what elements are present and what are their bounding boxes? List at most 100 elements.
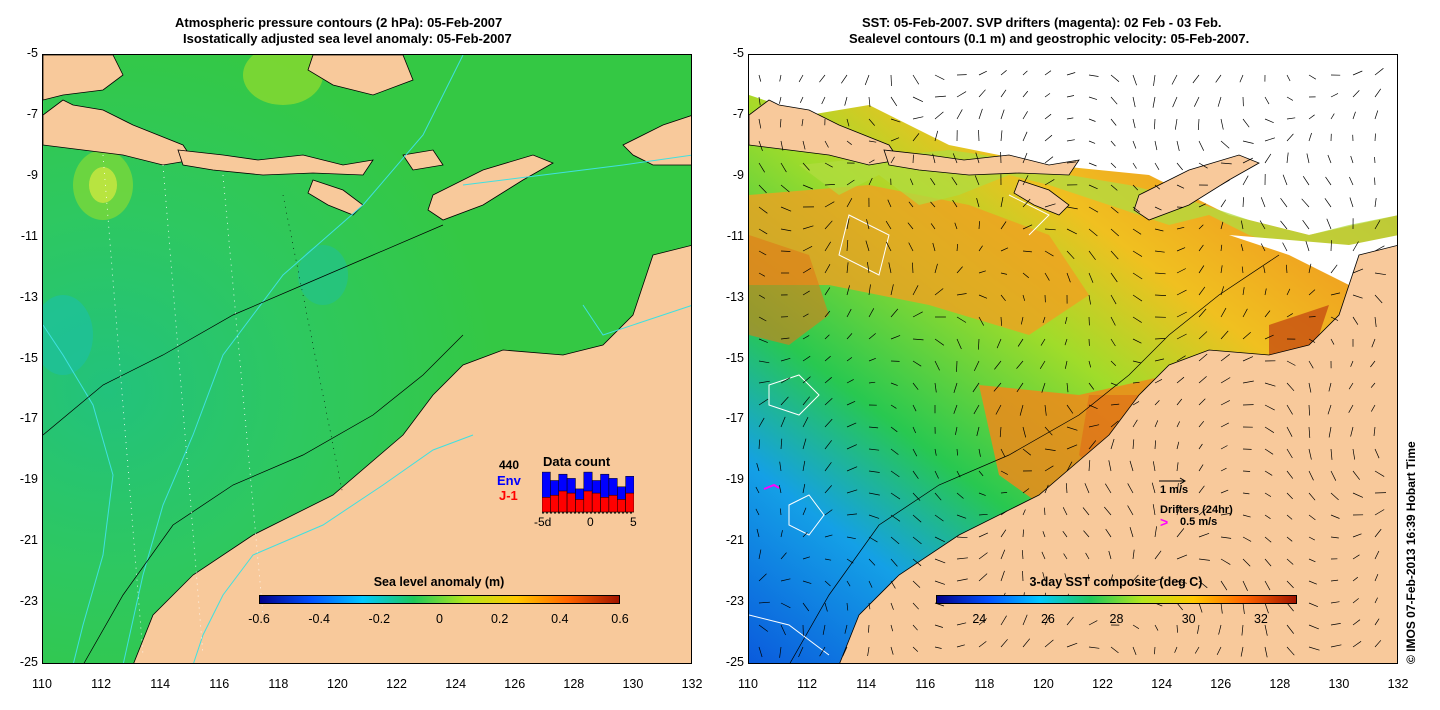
velocity-vector [907, 222, 914, 230]
velocity-vector [1000, 570, 1005, 582]
velocity-vector [1286, 313, 1293, 318]
velocity-vector [802, 417, 809, 428]
velocity-vector [1019, 404, 1024, 416]
velocity-vector [868, 536, 878, 543]
velocity-vector [1000, 89, 1007, 98]
velocity-vector [1324, 198, 1332, 208]
velocity-vector [1330, 579, 1339, 582]
velocity-vector [824, 140, 829, 148]
velocity-vector [932, 153, 936, 164]
velocity-vector [758, 646, 763, 658]
velocity-vector [1000, 639, 1008, 648]
velocity-vector [1110, 294, 1117, 305]
velocity-vector [1220, 265, 1223, 274]
left-colorbar [259, 595, 620, 604]
velocity-vector [780, 184, 790, 193]
velocity-vector [1088, 162, 1097, 167]
velocity-vector [1198, 420, 1205, 428]
velocity-vector [1264, 382, 1276, 387]
velocity-vector [1088, 272, 1094, 283]
velocity-vector [1000, 197, 1004, 208]
velocity-legend-label: 1 m/s [1160, 484, 1189, 496]
j1-count-bar [625, 492, 634, 513]
velocity-vector [934, 448, 937, 456]
velocity-vector [1308, 382, 1312, 393]
right-y-tick: -21 [725, 533, 744, 548]
velocity-vector [1000, 448, 1006, 458]
velocity-vector [1220, 118, 1224, 130]
velocity-vector [802, 245, 813, 252]
velocity-vector [1083, 530, 1090, 538]
velocity-vector [1328, 382, 1332, 392]
velocity-vector [1153, 74, 1156, 86]
left-y-tick: -9 [26, 167, 38, 182]
velocity-vector [1198, 286, 1206, 296]
velocity-vector [912, 536, 922, 545]
velocity-vector [888, 262, 892, 274]
left-x-tick: 130 [622, 677, 644, 691]
velocity-vector [1110, 316, 1116, 326]
velocity-vector [1044, 93, 1051, 98]
velocity-vector [1242, 197, 1244, 208]
velocity-vector [1374, 272, 1386, 276]
velocity-vector [956, 536, 968, 539]
velocity-vector [780, 438, 783, 450]
velocity-vector [1264, 558, 1272, 567]
left-x-tick: 118 [268, 677, 289, 691]
velocity-vector [1132, 250, 1143, 257]
velocity-vector [846, 422, 857, 428]
velocity-vector [1154, 162, 1160, 170]
velocity-vector [1154, 206, 1162, 211]
velocity-vector [1374, 294, 1383, 304]
env-legend-label: Env [497, 473, 521, 488]
velocity-vector [934, 624, 944, 628]
velocity-vector [802, 225, 814, 230]
velocity-vector [1110, 74, 1120, 82]
velocity-vector [1152, 504, 1156, 516]
velocity-vector [1305, 240, 1310, 252]
velocity-vector [1308, 316, 1316, 318]
velocity-vector [1066, 161, 1077, 164]
velocity-vector [912, 311, 923, 318]
velocity-vector [802, 438, 807, 450]
velocity-vector [890, 558, 898, 567]
velocity-vector [1174, 646, 1178, 653]
velocity-vector [758, 439, 761, 450]
velocity-vector [1110, 184, 1118, 191]
velocity-vector [1110, 338, 1116, 347]
velocity-vector [1374, 198, 1377, 208]
velocity-vector [868, 96, 871, 107]
sea-level-anomaly-map [43, 55, 691, 663]
velocity-vector [1132, 184, 1139, 191]
right-title-line2: Sealevel contours (0.1 m) and geostrophi… [849, 31, 1250, 46]
velocity-vector [824, 418, 833, 428]
velocity-vector [868, 159, 875, 164]
velocity-vector [1220, 307, 1227, 318]
velocity-vector [1330, 601, 1340, 604]
velocity-vector [1302, 219, 1310, 230]
velocity-vector [1260, 243, 1266, 252]
velocity-vector [1044, 228, 1056, 231]
velocity-vector [1280, 197, 1288, 208]
right-x-tick: 114 [856, 677, 877, 691]
velocity-vector [1085, 552, 1090, 560]
velocity-vector [1000, 510, 1008, 516]
velocity-vector [890, 308, 899, 318]
velocity-vector [1171, 74, 1178, 85]
velocity-vector [1241, 624, 1244, 636]
left-x-tick: 126 [504, 677, 526, 691]
left-colorbar-tick: 0.4 [551, 612, 569, 626]
velocity-vector [1352, 448, 1356, 460]
velocity-vector [1286, 492, 1293, 500]
velocity-vector [1220, 244, 1223, 252]
velocity-vector [956, 578, 968, 582]
left-x-tick: 128 [563, 677, 585, 691]
velocity-vector [1370, 382, 1376, 388]
velocity-vector [1286, 426, 1293, 437]
velocity-vector [1154, 250, 1165, 253]
left-x-tick: 116 [209, 677, 230, 691]
velocity-vector [1220, 513, 1231, 516]
velocity-vector [824, 580, 831, 587]
left-x-tick: 110 [32, 677, 52, 691]
velocity-vector [912, 602, 919, 610]
